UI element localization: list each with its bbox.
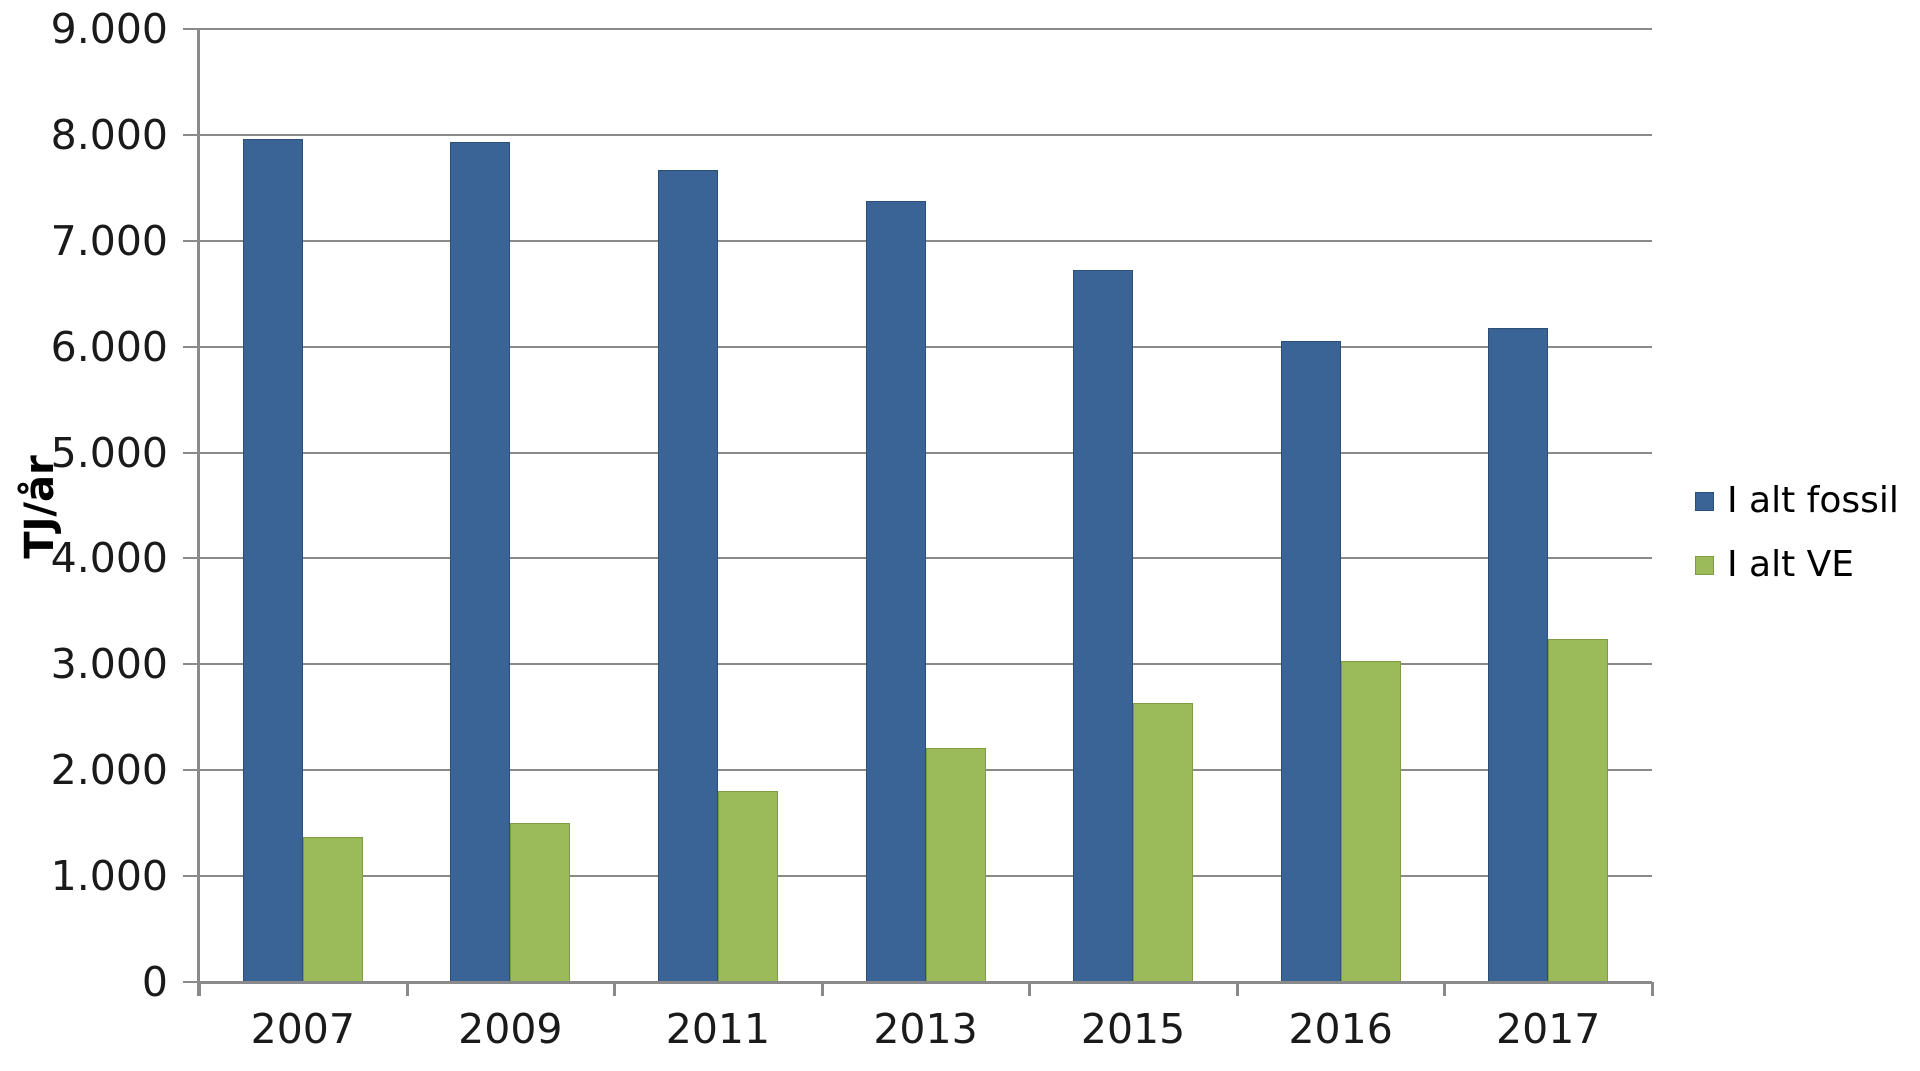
x-axis-tick [613, 982, 617, 996]
y-tick-label: 1.000 [50, 852, 168, 901]
bar-i-alt-fossil-2013[interactable] [865, 201, 926, 982]
y-axis-tick [183, 557, 199, 560]
bar-i-alt-fossil-2015[interactable] [1073, 269, 1134, 982]
y-axis-line [197, 29, 200, 996]
x-axis-tick [1235, 982, 1239, 996]
legend: I alt fossil I alt VE [1695, 483, 1899, 619]
gridline [199, 663, 1652, 666]
bar-i-alt-ve-2007[interactable] [302, 836, 363, 982]
x-axis-tick [405, 982, 409, 996]
y-axis-tick [183, 239, 199, 242]
gridline [199, 133, 1652, 136]
y-axis-tick [183, 28, 199, 30]
bar-i-alt-fossil-2011[interactable] [657, 169, 718, 982]
y-tick-label: 7.000 [50, 216, 168, 265]
legend-label-ve: I alt VE [1727, 544, 1855, 585]
x-axis-tick [198, 982, 201, 996]
y-tick-label: 4.000 [50, 534, 168, 583]
y-axis-tick [183, 133, 199, 136]
bar-i-alt-ve-2011[interactable] [717, 790, 778, 982]
gridline [199, 239, 1652, 242]
y-axis-tick [183, 769, 199, 772]
bar-i-alt-ve-2015[interactable] [1133, 702, 1194, 982]
bar-i-alt-ve-2013[interactable] [925, 747, 986, 982]
y-axis-tick [183, 345, 199, 348]
y-axis-tick [183, 663, 199, 666]
gridline [199, 345, 1652, 348]
gridline [199, 28, 1652, 30]
y-axis-tick [183, 451, 199, 454]
bar-i-alt-fossil-2007[interactable] [242, 139, 303, 982]
y-axis-tick [183, 981, 199, 983]
x-axis-tick [1651, 982, 1654, 996]
legend-swatch-ve-icon [1695, 555, 1714, 575]
bar-i-alt-ve-2017[interactable] [1548, 638, 1609, 982]
x-axis-line [199, 981, 1652, 984]
y-axis-tick [183, 875, 199, 878]
x-tick-label: 2013 [873, 1005, 978, 1053]
gridline [199, 451, 1652, 454]
x-tick-label: 2011 [665, 1005, 771, 1053]
y-tick-label: 9.000 [50, 5, 168, 53]
y-tick-label: 3.000 [50, 640, 168, 689]
x-tick-label: 2007 [250, 1005, 355, 1053]
x-tick-label: 2009 [458, 1005, 563, 1053]
x-tick-label: 2015 [1080, 1005, 1186, 1053]
legend-swatch-fossil-icon [1695, 491, 1714, 511]
bar-i-alt-ve-2009[interactable] [510, 823, 571, 982]
legend-label-fossil: I alt fossil [1727, 480, 1899, 521]
y-tick-label: 0 [141, 958, 168, 1006]
bar-i-alt-fossil-2017[interactable] [1488, 328, 1549, 982]
x-axis-tick [1443, 982, 1447, 996]
y-tick-label: 6.000 [50, 322, 168, 371]
x-tick-label: 2016 [1288, 1005, 1393, 1053]
y-tick-label: 8.000 [50, 110, 168, 159]
bar-i-alt-fossil-2009[interactable] [450, 142, 511, 982]
x-tick-label: 2017 [1496, 1005, 1601, 1053]
bar-i-alt-ve-2016[interactable] [1340, 661, 1401, 982]
y-tick-label: 2.000 [50, 746, 168, 795]
bar-i-alt-fossil-2016[interactable] [1280, 340, 1341, 982]
x-axis-tick [1028, 982, 1032, 996]
legend-item-ve[interactable]: I alt VE [1695, 547, 1899, 583]
gridline [199, 557, 1652, 560]
x-axis-tick [820, 982, 824, 996]
legend-item-fossil[interactable]: I alt fossil [1695, 483, 1899, 519]
y-tick-label: 5.000 [50, 428, 168, 477]
